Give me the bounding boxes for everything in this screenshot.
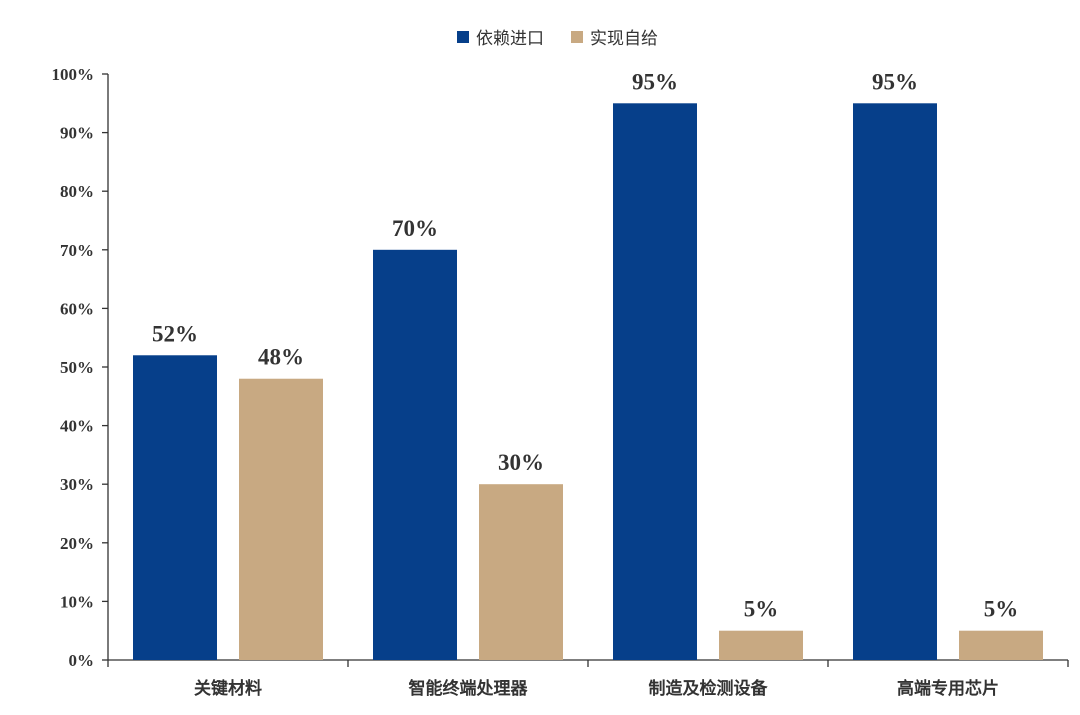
bar <box>373 249 457 661</box>
y-tick-label: 100% <box>52 65 95 84</box>
axes: 0% 10% 20% 30% 40% 50% 60% 70% 80% 90% 100% 关键材料 智能终… <box>52 65 1069 699</box>
y-tick-label: 0% <box>69 651 95 670</box>
legend: 依赖进口 实现自给 <box>457 29 658 49</box>
y-tick-label: 60% <box>60 299 94 318</box>
bar <box>853 103 937 661</box>
y-tick-label: 10% <box>60 592 94 611</box>
bar <box>613 103 697 661</box>
x-category-label: 制造及检测设备 <box>649 678 769 699</box>
bar <box>959 630 1043 660</box>
data-labels: 52% 70% 95% 95% 48% 30% 5% 5% <box>152 69 1018 621</box>
bar-value-label: 70% <box>392 216 438 241</box>
legend-swatch <box>571 31 583 43</box>
y-tick-label: 30% <box>60 475 94 494</box>
y-tick-label: 50% <box>60 358 94 377</box>
y-tick-label: 40% <box>60 417 94 436</box>
bar-value-label: 5% <box>984 597 1019 622</box>
bar <box>239 378 323 660</box>
bar-value-label: 95% <box>872 69 918 94</box>
bar <box>133 355 217 660</box>
x-category-label: 关键材料 <box>194 678 262 699</box>
bar-value-label: 52% <box>152 321 198 346</box>
y-tick-label: 80% <box>60 182 94 201</box>
legend-swatch <box>457 31 469 43</box>
bar-value-label: 95% <box>632 69 678 94</box>
bar-value-label: 30% <box>498 450 544 475</box>
x-category-label: 智能终端处理器 <box>409 678 529 699</box>
bars <box>133 103 1043 661</box>
bar <box>719 630 803 660</box>
bar <box>479 484 563 660</box>
y-tick-label: 90% <box>60 124 94 143</box>
y-tick-label: 20% <box>60 534 94 553</box>
legend-label: 实现自给 <box>590 29 658 49</box>
bar-value-label: 5% <box>744 597 779 622</box>
x-category-label: 高端专用芯片 <box>897 678 999 699</box>
y-tick-label: 70% <box>60 241 94 260</box>
legend-label: 依赖进口 <box>476 29 544 49</box>
bar-value-label: 48% <box>258 345 304 370</box>
